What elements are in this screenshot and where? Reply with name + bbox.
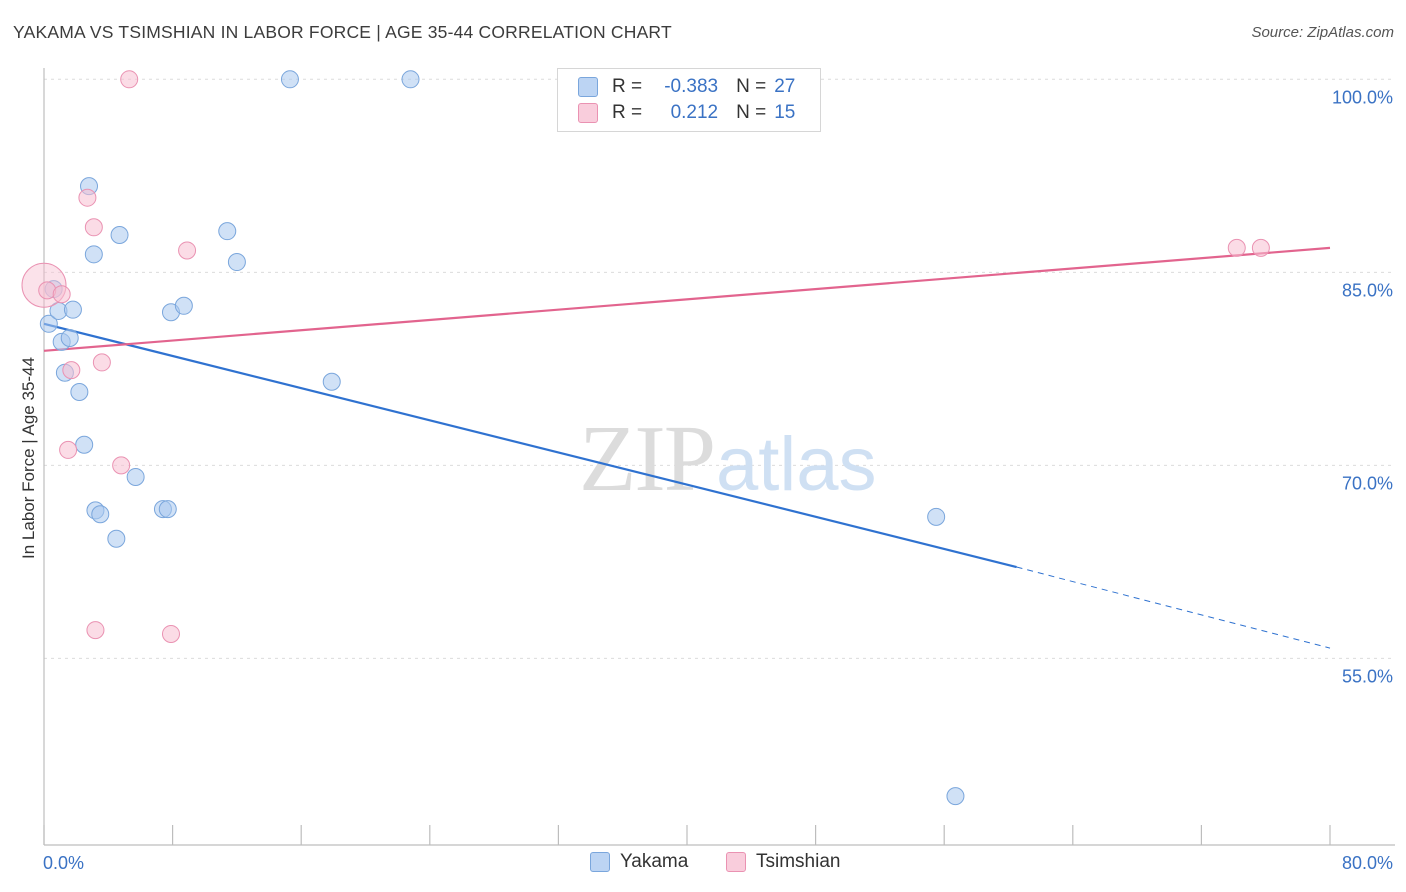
data-point-yakama xyxy=(126,467,145,486)
data-point-yakama xyxy=(63,300,82,319)
yakama-legend-swatch xyxy=(590,852,610,872)
data-point-yakama xyxy=(39,314,58,333)
data-point-tsimshian xyxy=(1251,238,1270,257)
legend-n-label: N = xyxy=(736,76,767,97)
legend-r-value: -0.383 xyxy=(664,76,719,97)
y-tick-label: 70.0% xyxy=(1342,473,1393,493)
trend-line-extension-yakama xyxy=(1016,566,1331,649)
legend-label-yakama: Yakama xyxy=(620,851,689,872)
x-tick-label: 0.0% xyxy=(43,853,84,873)
data-point-tsimshian xyxy=(59,440,78,459)
y-tick-label: 85.0% xyxy=(1342,280,1393,300)
data-points xyxy=(21,70,1270,806)
data-point-yakama xyxy=(927,507,946,526)
data-point-yakama xyxy=(75,435,94,454)
legend-r-label: R = xyxy=(612,102,643,123)
data-point-yakama xyxy=(70,383,89,402)
data-point-tsimshian xyxy=(120,70,139,89)
data-point-tsimshian xyxy=(112,456,131,475)
legend-n-value: 15 xyxy=(774,102,796,123)
data-point-yakama xyxy=(946,787,965,806)
data-point-tsimshian xyxy=(161,624,180,643)
data-point-tsimshian xyxy=(1227,238,1246,257)
y-tick-label: 100.0% xyxy=(1332,87,1393,107)
data-point-tsimshian xyxy=(178,241,197,260)
data-point-yakama xyxy=(218,222,237,241)
axis-labels: 100.0% 85.0% 70.0% 55.0% 0.0% 80.0% In Labor F… xyxy=(19,87,1393,873)
watermark: ZIP atlas xyxy=(579,407,877,511)
data-point-yakama xyxy=(227,253,246,272)
data-point-tsimshian xyxy=(86,621,105,640)
legend-r-label: R = xyxy=(612,76,643,97)
watermark-zip: ZIP xyxy=(579,407,714,511)
trend-lines xyxy=(43,246,1331,649)
legend-item-tsimshian: Tsimshian xyxy=(726,851,840,873)
legend-row-tsimshian: R = 0.212 N = 15 xyxy=(578,100,795,126)
data-point-yakama xyxy=(322,372,341,391)
data-point-tsimshian xyxy=(52,285,71,304)
data-point-yakama xyxy=(84,245,103,264)
data-point-yakama xyxy=(174,296,193,315)
grid-lines xyxy=(44,78,1395,659)
data-point-yakama xyxy=(110,226,129,245)
trend-line-tsimshian xyxy=(43,246,1331,352)
stats-legend: R = -0.383 N = 27 R = 0.212 N = 15 xyxy=(557,68,821,132)
axes xyxy=(43,68,1395,846)
data-point-yakama xyxy=(158,500,177,519)
data-point-tsimshian xyxy=(92,353,111,372)
tsimshian-legend-swatch xyxy=(726,852,746,872)
data-point-yakama xyxy=(107,529,126,548)
data-point-tsimshian xyxy=(84,218,103,237)
tsimshian-swatch xyxy=(578,103,598,123)
data-point-yakama xyxy=(60,328,79,347)
legend-row-yakama: R = -0.383 N = 27 xyxy=(578,74,795,100)
x-tick-label: 80.0% xyxy=(1342,853,1393,873)
data-point-yakama xyxy=(91,505,110,524)
legend-n-label: N = xyxy=(736,102,767,123)
chart-source: Source: ZipAtlas.com xyxy=(1251,24,1394,41)
watermark-atlas: atlas xyxy=(716,422,877,507)
y-axis-title: In Labor Force | Age 35-44 xyxy=(19,357,38,559)
trend-line-yakama xyxy=(43,322,1017,569)
yakama-swatch xyxy=(578,77,598,97)
data-point-tsimshian xyxy=(62,361,81,380)
y-tick-label: 55.0% xyxy=(1342,666,1393,686)
data-point-yakama xyxy=(280,70,299,89)
legend-label-tsimshian: Tsimshian xyxy=(756,851,841,872)
data-point-tsimshian xyxy=(78,188,97,207)
legend-r-value: 0.212 xyxy=(670,102,719,123)
data-point-yakama xyxy=(401,70,420,89)
chart-title: YAKAMA VS TSIMSHIAN IN LABOR FORCE | AGE… xyxy=(13,22,672,42)
legend-n-value: 27 xyxy=(774,76,796,97)
legend-item-yakama: Yakama xyxy=(590,851,688,873)
